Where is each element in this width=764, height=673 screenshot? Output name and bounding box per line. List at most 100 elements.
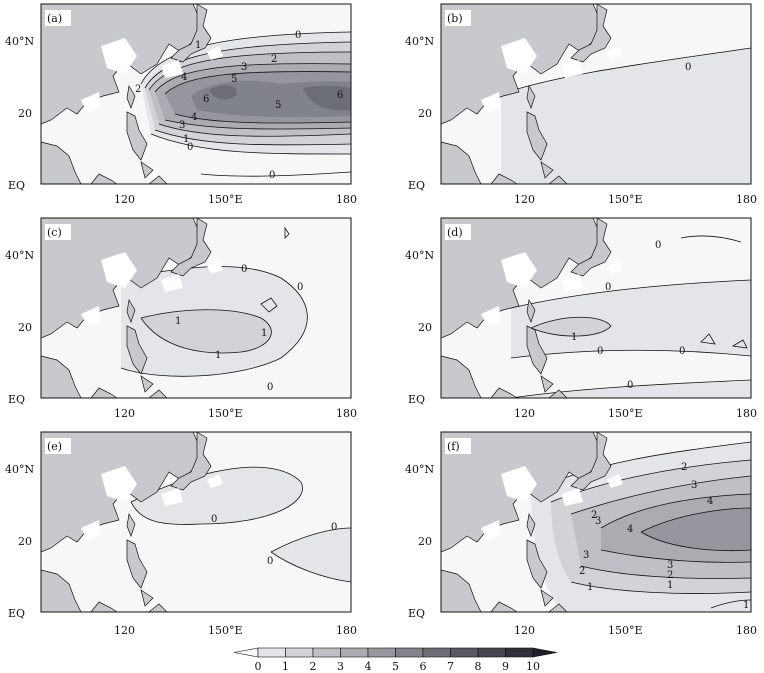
contour-label: 3 — [241, 62, 247, 73]
lat-label-eq: EQ — [8, 393, 25, 406]
colorbar: 0 1 2 3 4 5 6 7 8 9 10 — [233, 647, 558, 673]
contour-label: 1 — [175, 316, 181, 327]
colorbar-tick: 6 — [420, 660, 427, 673]
lat-label-eq: EQ — [408, 393, 425, 406]
contour-label: 0 — [655, 240, 661, 251]
contour-label: 0 — [605, 282, 611, 293]
contour-label: 0 — [679, 346, 685, 357]
contour-label: 1 — [183, 134, 189, 145]
panel-b-contours — [500, 47, 752, 184]
colorbar-tick: 8 — [475, 660, 482, 673]
panel-c-frame — [40, 217, 352, 399]
lon-label-150e: 150°E — [608, 624, 643, 637]
lon-label-150e: 150°E — [608, 193, 643, 206]
lon-label-120: 120 — [114, 193, 135, 206]
panel-e-frame — [40, 431, 352, 613]
lat-label-eq: EQ — [408, 179, 425, 192]
contour-label: 0 — [211, 514, 217, 525]
contour-label: 4 — [707, 496, 713, 507]
lon-label-180: 180 — [336, 624, 357, 637]
contour-label: 0 — [187, 142, 193, 153]
contour-label: 4 — [181, 72, 187, 83]
colorbar-box — [477, 647, 506, 658]
contour-label: 6 — [203, 94, 209, 105]
lon-label-120: 120 — [514, 193, 535, 206]
lat-label-40n: 40°N — [5, 35, 34, 48]
contour-label: 2 — [579, 566, 585, 577]
contour-label: 1 — [261, 328, 267, 339]
lon-label-150e: 150°E — [208, 407, 243, 420]
panel-d: 0 0 1 0 0 0 (d) — [440, 217, 752, 399]
contour-label: 4 — [627, 524, 633, 535]
contour-label: 5 — [231, 74, 237, 85]
contour-label: 1 — [587, 582, 593, 593]
panel-b-label: (b) — [447, 12, 463, 25]
lat-label-40n: 40°N — [405, 249, 434, 262]
panel-d-label: (d) — [447, 226, 463, 239]
axis-labels: 40°N 20 EQ 120 150°E 180 40°N 20 EQ 120 … — [5, 35, 757, 637]
contour-label: 3 — [179, 120, 185, 131]
contour-label: 1 — [667, 580, 673, 591]
lat-label-40n: 40°N — [405, 35, 434, 48]
lon-label-150e: 150°E — [608, 407, 643, 420]
colorbar-tick: 7 — [447, 660, 454, 673]
colorbar-box — [422, 647, 451, 658]
contour-label: 1 — [195, 40, 201, 51]
contour-label: 0 — [685, 62, 691, 73]
contour-label: 0 — [627, 380, 633, 391]
colorbar-box — [340, 647, 369, 658]
lon-label-180: 180 — [736, 407, 757, 420]
contour-label: 1 — [215, 350, 221, 361]
colorbar-box — [312, 647, 341, 658]
colorbar-box — [450, 647, 479, 658]
contour-label: 5 — [275, 100, 281, 111]
colorbar-tick: 3 — [337, 660, 344, 673]
panel-b-frame — [440, 3, 752, 185]
contour-label: 3 — [691, 480, 697, 491]
panel-e-contours — [130, 466, 352, 583]
colorbar-tick-labels: 0 1 2 3 4 5 6 7 8 9 10 — [255, 660, 541, 673]
colorbar-tick: 0 — [255, 660, 262, 673]
lat-label-20: 20 — [418, 321, 432, 334]
contour-label: 0 — [267, 382, 273, 393]
lat-label-20: 20 — [418, 107, 432, 120]
lat-label-40n: 40°N — [5, 463, 34, 476]
lon-label-120: 120 — [114, 407, 135, 420]
contour-label: 2 — [591, 510, 597, 521]
contour-label: 6 — [337, 90, 343, 101]
colorbar-box — [505, 647, 534, 658]
lon-label-120: 120 — [514, 624, 535, 637]
panel-d-frame — [440, 217, 752, 399]
colorbar-box — [395, 647, 424, 658]
colorbar-high-arrow — [532, 647, 558, 658]
lat-label-20: 20 — [18, 321, 32, 334]
lon-label-180: 180 — [736, 193, 757, 206]
colorbar-low-arrow — [233, 647, 259, 658]
panel-e: 0 0 0 (e) — [40, 431, 352, 613]
lat-label-eq: EQ — [408, 607, 425, 620]
colorbar-box — [367, 647, 396, 658]
contour-label: 1 — [571, 332, 577, 343]
contour-label: 4 — [191, 112, 197, 123]
lat-label-40n: 40°N — [405, 463, 434, 476]
panel-b: 0 (b) — [440, 3, 752, 185]
colorbar-box — [285, 647, 314, 658]
panel-a-frame — [40, 3, 352, 185]
colorbar-tick: 9 — [502, 660, 509, 673]
panel-a-label: (a) — [47, 12, 62, 25]
colorbar-boxes — [233, 647, 558, 658]
lon-label-150e: 150°E — [208, 193, 243, 206]
contour-label: 0 — [241, 264, 247, 275]
contour-label: 1 — [743, 600, 749, 611]
panel-a: 0 1 2 3 4 5 6 5 6 4 3 2 1 0 0 (a) — [40, 3, 352, 185]
panel-a-contour-labels: 0 1 2 3 4 5 6 5 6 4 3 2 1 0 0 — [135, 30, 343, 181]
contour-label: 0 — [331, 522, 337, 533]
panel-c-label: (c) — [47, 226, 62, 239]
panel-d-contours — [510, 235, 752, 399]
lat-label-20: 20 — [18, 535, 32, 548]
panel-f-label: (f) — [447, 440, 460, 453]
lat-label-20: 20 — [418, 535, 432, 548]
panel-f-contours — [530, 441, 752, 612]
colorbar-tick: 5 — [392, 660, 399, 673]
